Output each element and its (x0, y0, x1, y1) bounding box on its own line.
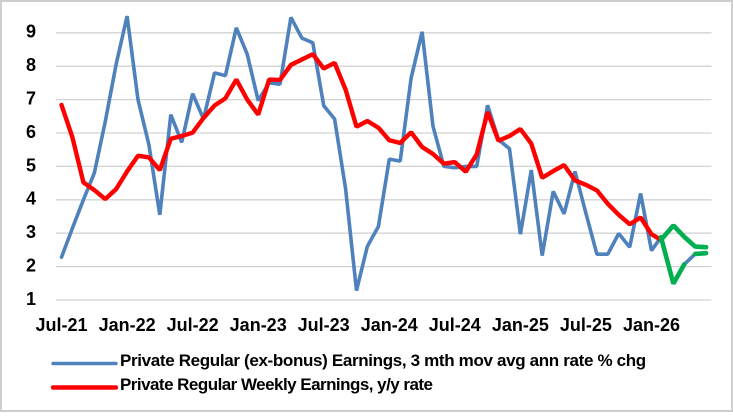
svg-text:Jan-23: Jan-23 (230, 315, 287, 335)
svg-text:Private Regular Weekly Earning: Private Regular Weekly Earnings, y/y rat… (120, 375, 433, 394)
svg-text:Jan-26: Jan-26 (623, 315, 680, 335)
svg-text:Jan-22: Jan-22 (99, 315, 156, 335)
svg-text:4: 4 (26, 189, 36, 209)
svg-text:Jul-23: Jul-23 (298, 315, 350, 335)
svg-text:Private Regular (ex-bonus) Ear: Private Regular (ex-bonus) Earnings, 3 m… (120, 351, 646, 370)
svg-text:2: 2 (26, 256, 36, 276)
svg-text:Jan-24: Jan-24 (361, 315, 418, 335)
svg-text:Jul-21: Jul-21 (35, 315, 87, 335)
svg-text:1: 1 (26, 289, 36, 309)
svg-text:7: 7 (26, 89, 36, 109)
svg-text:3: 3 (26, 222, 36, 242)
svg-text:Jul-22: Jul-22 (167, 315, 219, 335)
svg-text:Jan-25: Jan-25 (492, 315, 549, 335)
svg-text:8: 8 (26, 55, 36, 75)
svg-text:9: 9 (26, 22, 36, 42)
svg-text:Jul-24: Jul-24 (429, 315, 481, 335)
svg-text:Jul-25: Jul-25 (560, 315, 612, 335)
svg-text:6: 6 (26, 122, 36, 142)
svg-text:5: 5 (26, 155, 36, 175)
